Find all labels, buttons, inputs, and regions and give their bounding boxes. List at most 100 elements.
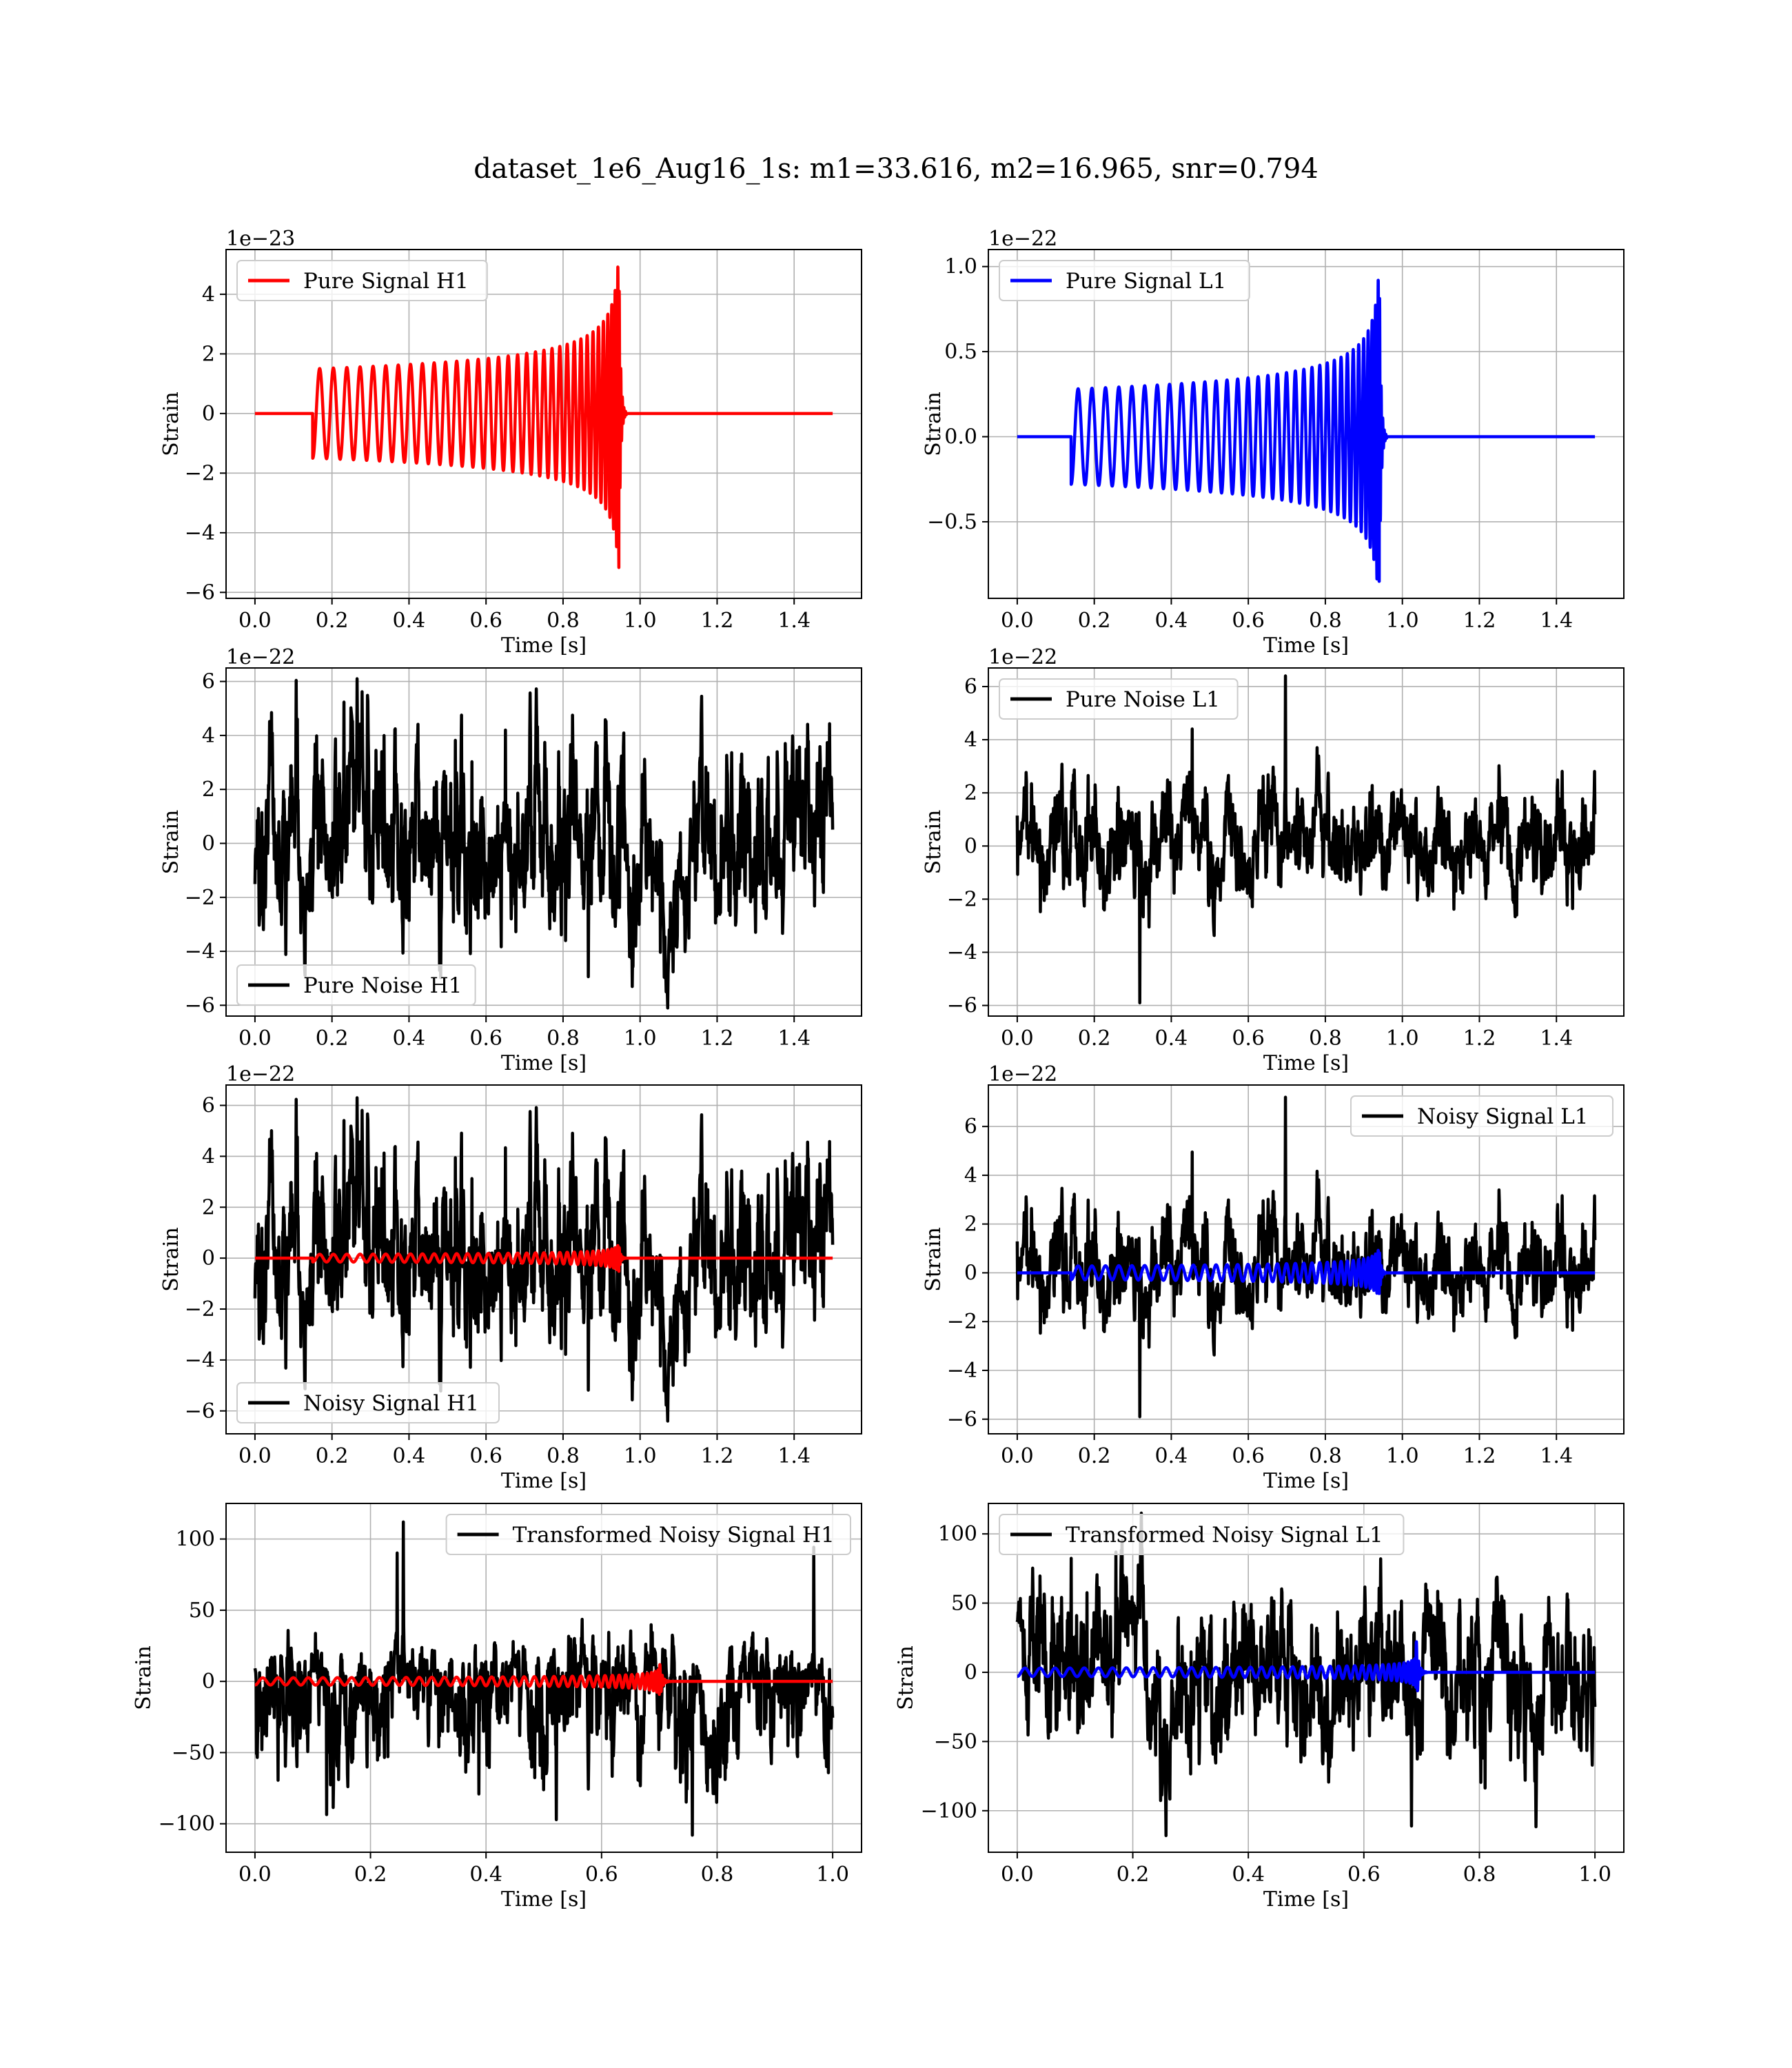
offset-text: 1e−22 [226,645,295,669]
y-tick-label: −2 [185,886,215,910]
y-axis-label: Strain [132,1645,156,1710]
x-tick-label: 1.0 [816,1863,849,1887]
y-tick-label: 4 [202,283,215,307]
legend-label: Pure Noise H1 [303,973,462,998]
x-tick-label: 1.0 [624,1444,657,1468]
x-tick-label: 0.8 [1463,1863,1496,1887]
legend-label: Pure Signal H1 [303,269,469,294]
x-tick-label: 1.2 [701,1444,734,1468]
x-tick-label: 0.0 [238,1863,272,1887]
y-tick-label: −6 [947,994,977,1018]
panel-pure-noise-l1: 0.0 0.2 0.4 0.6 0.8 1.0 1.2 1.4 −6 −4 −2 0 2 4 6 1e−22 T… [922,645,1625,1075]
offset-text: 1e−22 [988,1062,1057,1086]
axes-frame [225,1084,862,1435]
x-tick-label: 0.2 [1117,1863,1150,1887]
y-tick-label: 2 [964,1213,977,1237]
y-tick-label: 50 [951,1592,977,1616]
y-tick-label: −4 [185,940,215,964]
y-axis-label: Strain [922,392,946,456]
x-tick-label: 1.0 [624,609,657,633]
y-tick-label: −4 [947,1359,977,1383]
series-group [253,1520,835,1837]
x-tick-label: 0.4 [1155,609,1188,633]
series-line-pure-signal-h1 [253,265,835,569]
legend-label: Transformed Noisy Signal L1 [1066,1523,1383,1548]
x-tick-label: 0.6 [469,609,502,633]
x-tick-label: 1.4 [1540,1026,1573,1051]
y-tick-label: 0 [964,1661,977,1685]
x-tick-label: 0.0 [1001,609,1034,633]
x-tick-label: 0.2 [316,609,349,633]
plot-area [226,250,862,598]
x-tick-label: 0.4 [393,609,426,633]
series-line-overlay-1 [253,1244,835,1273]
y-tick-label: −2 [185,1297,215,1321]
y-tick-label: 6 [202,670,215,694]
axes-frame [988,667,1625,1017]
y-tick-label: −100 [159,1812,215,1836]
legend-box [236,964,476,1006]
series-group [1015,278,1597,583]
y-tick-label: 6 [964,675,977,699]
y-tick-label: 0.5 [944,340,977,364]
panel-noisy-signal-h1: 0.0 0.2 0.4 0.6 0.8 1.0 1.2 1.4 −6 −4 −2 0 2 4 6 1e−22 T… [159,1062,862,1493]
x-tick-label: 0.4 [1155,1444,1188,1468]
x-axis-label: Time [s] [501,1469,587,1493]
x-tick-label: 0.2 [316,1444,349,1468]
y-tick-label: 100 [938,1522,977,1546]
series-group [1015,1095,1597,1419]
series-group [253,1096,835,1423]
y-tick-label: 2 [202,1195,215,1219]
y-tick-label: 0 [202,1246,215,1270]
x-tick-label: 0.8 [547,1026,580,1051]
x-tick-label: 0.0 [1001,1444,1034,1468]
panel-transformed-noisy-signal-h1: 0.0 0.2 0.4 0.6 0.8 1.0 −100 −50 0 50 100 Time [s] S… [132,1503,862,1912]
series-group [253,677,835,1010]
series-line-pure-signal-l1 [1015,278,1597,583]
y-axis-label: Strain [922,810,946,875]
y-axis-label: Strain [159,810,183,875]
offset-text: 1e−22 [226,1062,295,1086]
x-axis-label: Time [s] [1263,1469,1349,1493]
x-tick-label: 0.0 [1001,1026,1034,1051]
axes-frame [225,1503,862,1853]
x-tick-label: 0.0 [1001,1863,1034,1887]
y-tick-label: 4 [202,724,215,748]
legend: Pure Noise H1 [236,964,476,1006]
legend-label: Noisy Signal L1 [1417,1104,1589,1129]
x-axis-label: Time [s] [1263,1051,1349,1075]
y-tick-label: 0 [202,1670,215,1694]
y-tick-label: −6 [947,1408,977,1432]
offset-text: 1e−22 [988,645,1057,669]
y-tick-label: 0 [964,834,977,858]
series-line-transformed-noisy-signal-l1 [1015,1511,1597,1838]
legend-label: Pure Signal L1 [1066,269,1226,294]
x-tick-label: 0.4 [393,1026,426,1051]
y-tick-label: −4 [947,940,977,964]
x-tick-label: 0.8 [701,1863,734,1887]
x-tick-label: 1.0 [624,1026,657,1051]
x-tick-label: 0.6 [469,1444,502,1468]
y-tick-label: 1.0 [944,255,977,279]
x-tick-label: 0.6 [1232,1444,1265,1468]
y-tick-label: 2 [964,781,977,805]
y-axis-label: Strain [159,1227,183,1292]
x-tick-label: 1.2 [701,1026,734,1051]
x-tick-label: 0.8 [1309,609,1342,633]
series-group [1015,674,1597,1004]
legend-box [236,260,488,301]
x-tick-label: 0.0 [238,1026,272,1051]
y-tick-label: 6 [964,1115,977,1139]
x-tick-label: 0.2 [1078,1444,1111,1468]
series-line-transformed-noisy-signal-h1 [253,1520,835,1837]
y-tick-label: 6 [202,1094,215,1118]
y-tick-label: −4 [185,521,215,545]
y-tick-label: 4 [202,1144,215,1168]
figure-title: dataset_1e6_Aug16_1s: m1=33.616, m2=16.9… [474,153,1318,185]
legend-box [999,260,1250,301]
legend-box [999,678,1239,720]
series-group [253,265,835,569]
axes-frame [225,667,862,1017]
y-tick-label: 0 [202,831,215,855]
